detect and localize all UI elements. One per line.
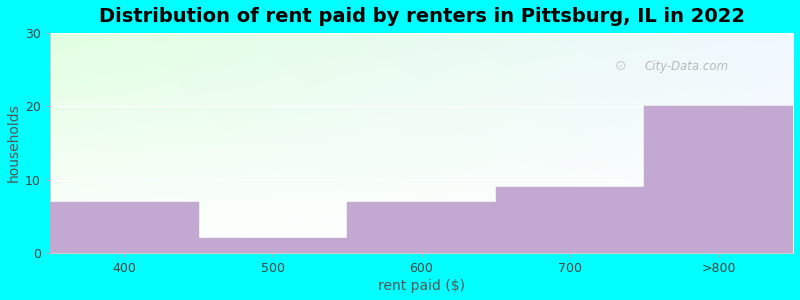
X-axis label: rent paid ($): rent paid ($) xyxy=(378,279,465,293)
Y-axis label: households: households xyxy=(7,103,21,182)
Bar xyxy=(496,187,645,253)
Bar xyxy=(198,238,347,253)
Title: Distribution of rent paid by renters in Pittsburg, IL in 2022: Distribution of rent paid by renters in … xyxy=(98,7,745,26)
Bar xyxy=(347,202,496,253)
Text: City-Data.com: City-Data.com xyxy=(645,59,729,73)
Bar xyxy=(50,202,198,253)
Text: ⊙: ⊙ xyxy=(614,59,626,73)
Bar xyxy=(645,106,793,253)
